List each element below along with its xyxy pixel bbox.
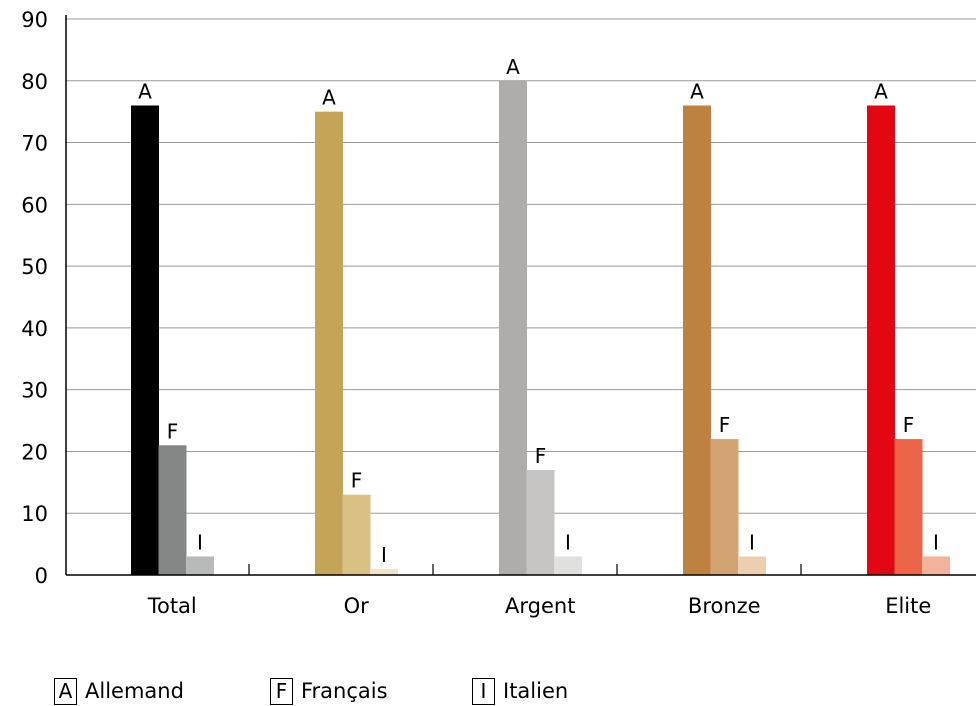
legend-label-allemand: Allemand [85, 679, 184, 703]
legend-key-a: A [54, 677, 77, 705]
bar-bronze-f [710, 439, 739, 575]
y-tick-label: 10 [21, 502, 48, 526]
y-tick-label: 0 [35, 564, 48, 588]
y-tick-label: 60 [21, 193, 48, 217]
y-tick-label: 30 [21, 379, 48, 403]
bar-elite-f [894, 439, 923, 575]
legend-label-francais: Français [301, 679, 388, 703]
bar-label: I [933, 530, 939, 554]
bar-total-i [186, 556, 214, 575]
bar-label: F [535, 444, 547, 468]
bar-label: A [506, 55, 520, 79]
y-tick-label: 20 [21, 440, 48, 464]
legend-key-f: F [270, 677, 293, 705]
y-tick-label: 40 [21, 317, 48, 341]
bar-or-a [315, 111, 343, 576]
bar-label: A [138, 79, 152, 103]
bar-label: I [197, 530, 203, 554]
x-tick-label: Or [344, 594, 370, 618]
bar-elite-i [922, 556, 950, 575]
bar-label: I [565, 530, 571, 554]
x-tick-label: Elite [885, 594, 931, 618]
bar-argent-i [554, 556, 582, 575]
bar-total-f [158, 445, 187, 575]
bar-label: A [874, 79, 888, 103]
bar-bronze-a [683, 105, 711, 575]
bar-or-i [370, 568, 398, 575]
y-tick-label: 50 [21, 255, 48, 279]
legend-key-i: I [472, 677, 495, 705]
y-tick-label: 80 [21, 70, 48, 94]
y-tick-label: 70 [21, 132, 48, 156]
legend-item-allemand: A Allemand [54, 676, 184, 706]
bar-label: I [749, 530, 755, 554]
bar-label: F [167, 419, 179, 443]
bar-argent-a [499, 80, 527, 576]
x-tick-label: Argent [505, 594, 575, 618]
bar-label: A [690, 79, 704, 103]
y-tick-label: 90 [21, 8, 48, 32]
bar-argent-f [526, 469, 555, 575]
bar-or-f [342, 494, 371, 575]
bars: A F I A F I A F I A F I A F I [131, 55, 950, 576]
y-axis-ticks: 0 10 20 30 40 50 60 70 80 90 [21, 8, 48, 588]
bar-label: I [381, 543, 387, 567]
x-tick-label: Total [147, 594, 197, 618]
bar-label: F [351, 469, 363, 493]
bar-total-a [131, 105, 159, 575]
axes [65, 15, 976, 576]
bar-label: A [322, 86, 336, 110]
bar-label: F [903, 413, 915, 437]
x-tick-label: Bronze [688, 594, 761, 618]
bar-label: F [719, 413, 731, 437]
legend-label-italien: Italien [503, 679, 569, 703]
x-axis-labels: Total Or Argent Bronze Elite [147, 594, 932, 618]
legend-item-italien: I Italien [472, 676, 568, 706]
bar-bronze-i [738, 556, 766, 575]
bar-elite-a [867, 105, 895, 575]
